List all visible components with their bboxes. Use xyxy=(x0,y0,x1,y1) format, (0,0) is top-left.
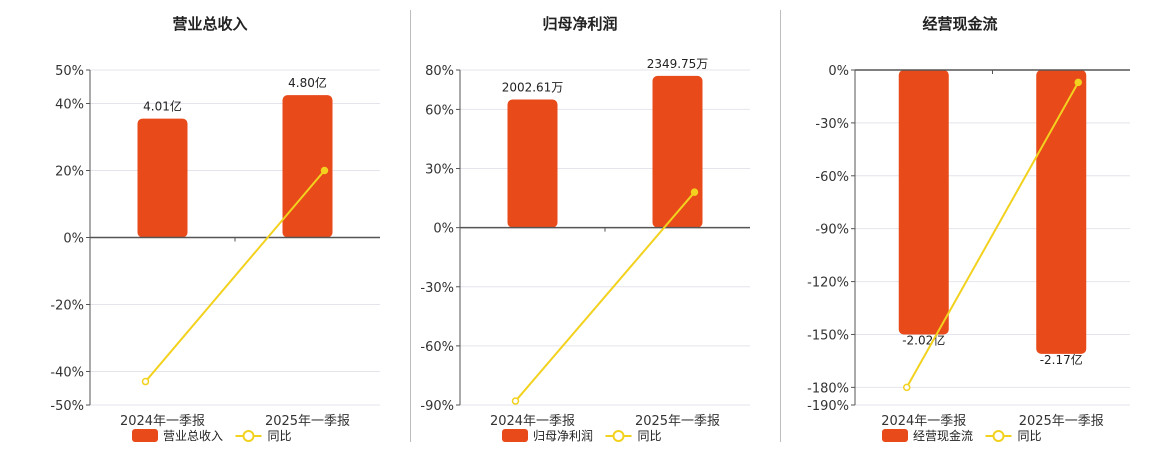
y-tick-label: -20% xyxy=(50,299,84,314)
yoy-point xyxy=(320,166,329,175)
yoy-point xyxy=(690,188,699,196)
bar xyxy=(652,75,703,228)
bar xyxy=(137,118,188,238)
y-tick-label: -60% xyxy=(420,340,454,355)
bar-data-label: 2002.61万 xyxy=(502,81,564,95)
legend-bar-label: 归母净利润 xyxy=(533,429,593,443)
y-tick-label: 80% xyxy=(425,64,454,79)
y-tick-label: -180% xyxy=(807,381,849,396)
legend-line-label: 同比 xyxy=(638,429,662,443)
yoy-point xyxy=(141,377,150,386)
y-tick-label: 0% xyxy=(63,232,84,247)
y-tick-label: -40% xyxy=(50,366,84,381)
panel-divider xyxy=(410,10,411,442)
legend-line-label: 同比 xyxy=(1018,429,1042,443)
panel-divider xyxy=(780,10,781,442)
bar xyxy=(898,70,949,335)
bar-data-label: 2349.75万 xyxy=(647,57,709,71)
legend-line-label: 同比 xyxy=(268,429,292,443)
yoy-line xyxy=(905,81,1080,388)
y-tick-label: -120% xyxy=(807,276,849,291)
x-tick-label: 2024年一季报 xyxy=(120,414,205,429)
y-tick-label: 30% xyxy=(425,163,454,178)
x-tick-label: 2025年一季报 xyxy=(265,414,350,429)
y-tick-label: -60% xyxy=(815,170,849,185)
chart-title: 营业总收入 xyxy=(172,15,247,33)
y-tick-label: 40% xyxy=(55,98,84,113)
y-tick-label: -90% xyxy=(815,223,849,238)
yoy-point xyxy=(1074,78,1082,87)
legend-bar-swatch xyxy=(882,429,908,442)
bar xyxy=(1036,70,1087,354)
bar xyxy=(282,95,333,238)
y-tick-label: 0% xyxy=(828,64,849,79)
y-tick-label: -90% xyxy=(420,399,454,414)
yoy-point xyxy=(511,397,520,405)
legend-line-marker xyxy=(612,430,625,442)
legend-line-marker xyxy=(992,430,1005,442)
y-tick-label: -150% xyxy=(807,328,849,343)
yoy-line xyxy=(144,169,326,383)
legend-line-marker xyxy=(242,430,255,442)
y-tick-label: -50% xyxy=(50,399,84,414)
y-tick-label: -30% xyxy=(420,281,454,296)
y-tick-label: -30% xyxy=(815,117,849,132)
bar-data-label: 4.01亿 xyxy=(143,99,182,114)
chart-title: 经营现金流 xyxy=(922,15,997,33)
bar-data-label: -2.02亿 xyxy=(902,332,945,347)
bar xyxy=(507,99,558,228)
chart-panel: 归母净利润 80% 60% 30% 0% -30% -60% -90% 2002.61万 2349… xyxy=(420,15,750,443)
x-tick-label: 2025年一季报 xyxy=(635,414,720,429)
y-tick-label: 20% xyxy=(55,165,84,180)
y-tick-label: 60% xyxy=(425,103,454,118)
chart-panel: 经营现金流 0% -30% -60% -90% -120% -150% -180% -190% -… xyxy=(807,15,1130,443)
y-tick-label: 0% xyxy=(433,222,454,237)
x-tick-label: 2024年一季报 xyxy=(490,414,575,429)
legend-bar-label: 营业总收入 xyxy=(163,429,223,443)
x-tick-label: 2025年一季报 xyxy=(1019,414,1104,429)
y-tick-label: 50% xyxy=(55,64,84,79)
yoy-point xyxy=(903,383,911,392)
bar-data-label: -2.17亿 xyxy=(1040,352,1083,367)
y-tick-label: -190% xyxy=(807,399,849,414)
chart-title: 归母净利润 xyxy=(542,15,617,33)
legend-bar-swatch xyxy=(502,429,528,442)
x-tick-label: 2024年一季报 xyxy=(881,414,966,429)
chart-panel: 营业总收入 50% 40% 20% 0% -20% -40% -50% 4.01亿 4.80亿 20… xyxy=(50,15,380,443)
legend-bar-label: 经营现金流 xyxy=(913,428,973,443)
yoy-line xyxy=(514,191,696,402)
legend-bar-swatch xyxy=(132,429,158,442)
bar-data-label: 4.80亿 xyxy=(288,75,327,90)
